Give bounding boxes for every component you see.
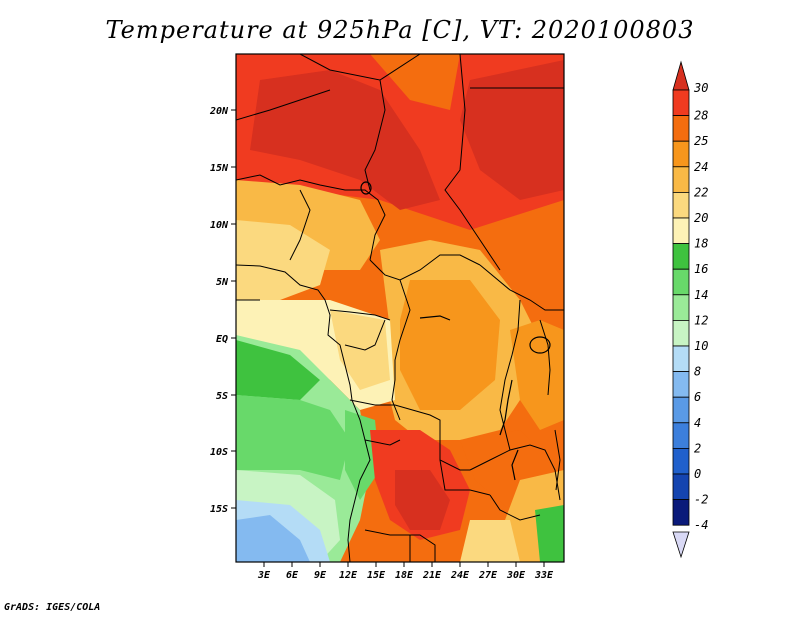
colorbar-segment	[672, 319, 690, 347]
colorbar-segment	[672, 140, 690, 168]
lon-tick-label: 12E	[339, 570, 358, 581]
colorbar-label: 6	[694, 390, 701, 404]
lat-tick-label: 10S	[210, 447, 228, 458]
colorbar-segment	[672, 499, 690, 526]
longitude-axis: 3E 6E 9E 12E 15E 18E 21E 24E 27E 30E 33E	[257, 562, 554, 581]
lat-tick-label: 5S	[216, 391, 228, 402]
colorbar-label: 24	[694, 160, 708, 174]
temperature-field	[236, 54, 564, 562]
lon-tick-label: 30E	[506, 570, 526, 581]
colorbar-segment	[672, 243, 690, 270]
country-borders	[236, 54, 564, 562]
lat-tick-label: 20N	[209, 106, 229, 117]
colorbar-label: 28	[694, 109, 708, 123]
colorbar-label: 25	[694, 134, 708, 148]
colorbar-label: 22	[694, 185, 708, 199]
lon-tick-label: 3E	[257, 570, 271, 581]
colorbar-label: 20	[694, 211, 708, 225]
latitude-axis: 20N 15N 10N 5N EQ 5S 10S 15S	[209, 106, 236, 515]
colorbar-segment	[672, 115, 690, 142]
lat-tick-label: 10N	[210, 220, 229, 231]
colorbar-top-arrow	[672, 60, 690, 91]
lon-tick-label: 27E	[478, 570, 498, 581]
colorbar-label: 10	[694, 339, 708, 353]
colorbar-segment	[672, 268, 690, 296]
colorbar-label: 14	[694, 288, 708, 302]
map-frame	[235, 53, 565, 563]
lat-tick-label: 15S	[210, 504, 228, 515]
lon-tick-label: 9E	[314, 570, 327, 581]
colorbar-label: -4	[694, 518, 708, 532]
colorbar-segment	[672, 294, 690, 321]
colorbar-segment	[672, 191, 690, 219]
colorbar-label: 12	[694, 313, 708, 327]
colorbar-segment	[672, 345, 690, 373]
lat-tick-label: 15N	[210, 163, 229, 174]
colorbar-segment	[672, 217, 690, 245]
lat-tick-label: EQ	[216, 334, 228, 345]
map-title: Temperature at 925hPa [C], VT: 202010080…	[105, 16, 695, 44]
lon-tick-label: 24E	[450, 570, 470, 581]
colorbar-label: 4	[694, 416, 701, 430]
lon-tick-label: 18E	[395, 570, 414, 581]
colorbar-label: 8	[694, 365, 701, 379]
colorbar-label: 0	[694, 467, 701, 481]
colorbar-label: 2	[694, 441, 701, 455]
colorbar-label: -2	[694, 493, 708, 507]
colorbar-segment	[672, 473, 690, 501]
colorbar-label: 16	[694, 262, 708, 276]
colorbar-segment	[672, 89, 690, 117]
colorbar-segment	[672, 371, 690, 398]
colorbar-segment	[672, 447, 690, 475]
lon-tick-label: 6E	[286, 570, 299, 581]
colorbar-segment	[672, 166, 690, 193]
lon-tick-label: 21E	[422, 570, 442, 581]
colorbar-segment	[672, 422, 690, 449]
lon-tick-label: 15E	[367, 570, 386, 581]
lat-tick-label: 5N	[216, 277, 229, 288]
colorbar-segment	[672, 396, 690, 424]
lakes	[360, 181, 551, 481]
colorbar-label: 30	[693, 81, 708, 95]
colorbar-bottom-arrow	[672, 531, 690, 559]
colorbar-label: 18	[694, 237, 708, 251]
lon-tick-label: 33E	[534, 570, 554, 581]
grads-credit: GrADS: IGES/COLA	[4, 602, 101, 613]
